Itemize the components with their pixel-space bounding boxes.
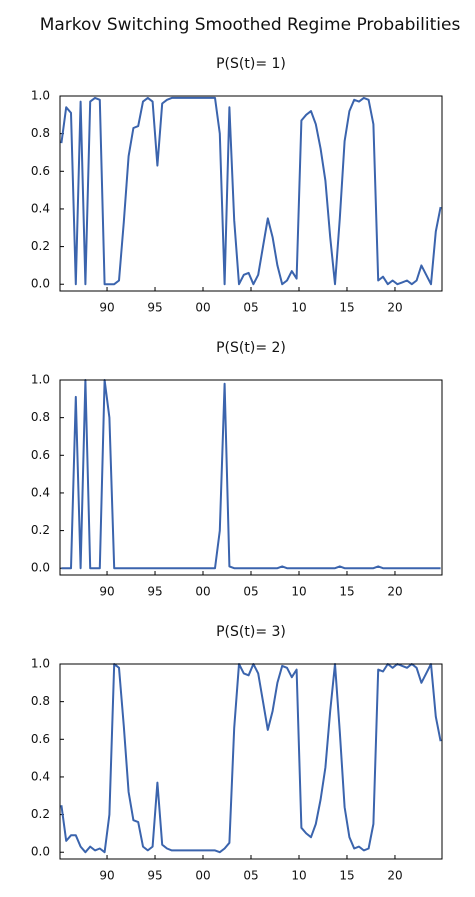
x-tick-label: 05: [243, 301, 258, 315]
y-tick-label: 0.4: [31, 201, 50, 215]
x-tick-label: 95: [147, 301, 162, 315]
x-tick-label: 15: [339, 585, 354, 599]
plot-frame: [59, 95, 443, 292]
y-tick-label: 0.6: [31, 448, 50, 462]
x-tick-label: 10: [291, 301, 306, 315]
series-line: [60, 663, 442, 854]
x-tick-label: 20: [387, 869, 402, 883]
y-tick-label: 0.8: [31, 410, 50, 424]
series-line: [60, 96, 442, 286]
y-tick-label: 0.8: [31, 126, 50, 140]
x-tick-label: 15: [339, 869, 354, 883]
y-tick-label: 0.6: [31, 164, 50, 178]
x-tick-label: 00: [195, 869, 210, 883]
panel-title: P(S(t)= 3): [216, 624, 286, 640]
y-tick-label: 0.8: [31, 694, 50, 708]
y-tick-label: 0.2: [31, 807, 50, 821]
panel-title: P(S(t)= 1): [216, 56, 286, 72]
chart-title: Markov Switching Smoothed Regime Probabi…: [40, 15, 461, 35]
x-tick-label: 90: [99, 301, 114, 315]
x-tick-label: 05: [243, 869, 258, 883]
y-tick-label: 0.0: [31, 561, 50, 575]
panel-title: P(S(t)= 2): [216, 340, 286, 356]
x-tick-label: 20: [387, 301, 402, 315]
x-tick-label: 95: [147, 869, 162, 883]
y-tick-label: 1.0: [31, 657, 50, 671]
x-tick-label: 90: [99, 869, 114, 883]
y-tick-label: 0.0: [31, 277, 50, 291]
y-tick-label: 0.2: [31, 523, 50, 537]
x-tick-label: 10: [291, 585, 306, 599]
x-tick-label: 15: [339, 301, 354, 315]
y-tick-label: 0.0: [31, 845, 50, 859]
y-tick-label: 1.0: [31, 373, 50, 387]
x-tick-label: 00: [195, 301, 210, 315]
y-tick-label: 0.6: [31, 732, 50, 746]
x-tick-label: 10: [291, 869, 306, 883]
x-tick-label: 95: [147, 585, 162, 599]
y-tick-label: 0.2: [31, 239, 50, 253]
x-tick-label: 00: [195, 585, 210, 599]
plot-frame: [59, 663, 443, 860]
y-tick-label: 0.4: [31, 769, 50, 783]
y-tick-label: 0.4: [31, 485, 50, 499]
x-tick-label: 05: [243, 585, 258, 599]
plot-frame: [59, 379, 443, 576]
series-line: [61, 379, 441, 570]
x-tick-label: 20: [387, 585, 402, 599]
y-tick-label: 1.0: [31, 89, 50, 103]
x-tick-label: 90: [99, 585, 114, 599]
